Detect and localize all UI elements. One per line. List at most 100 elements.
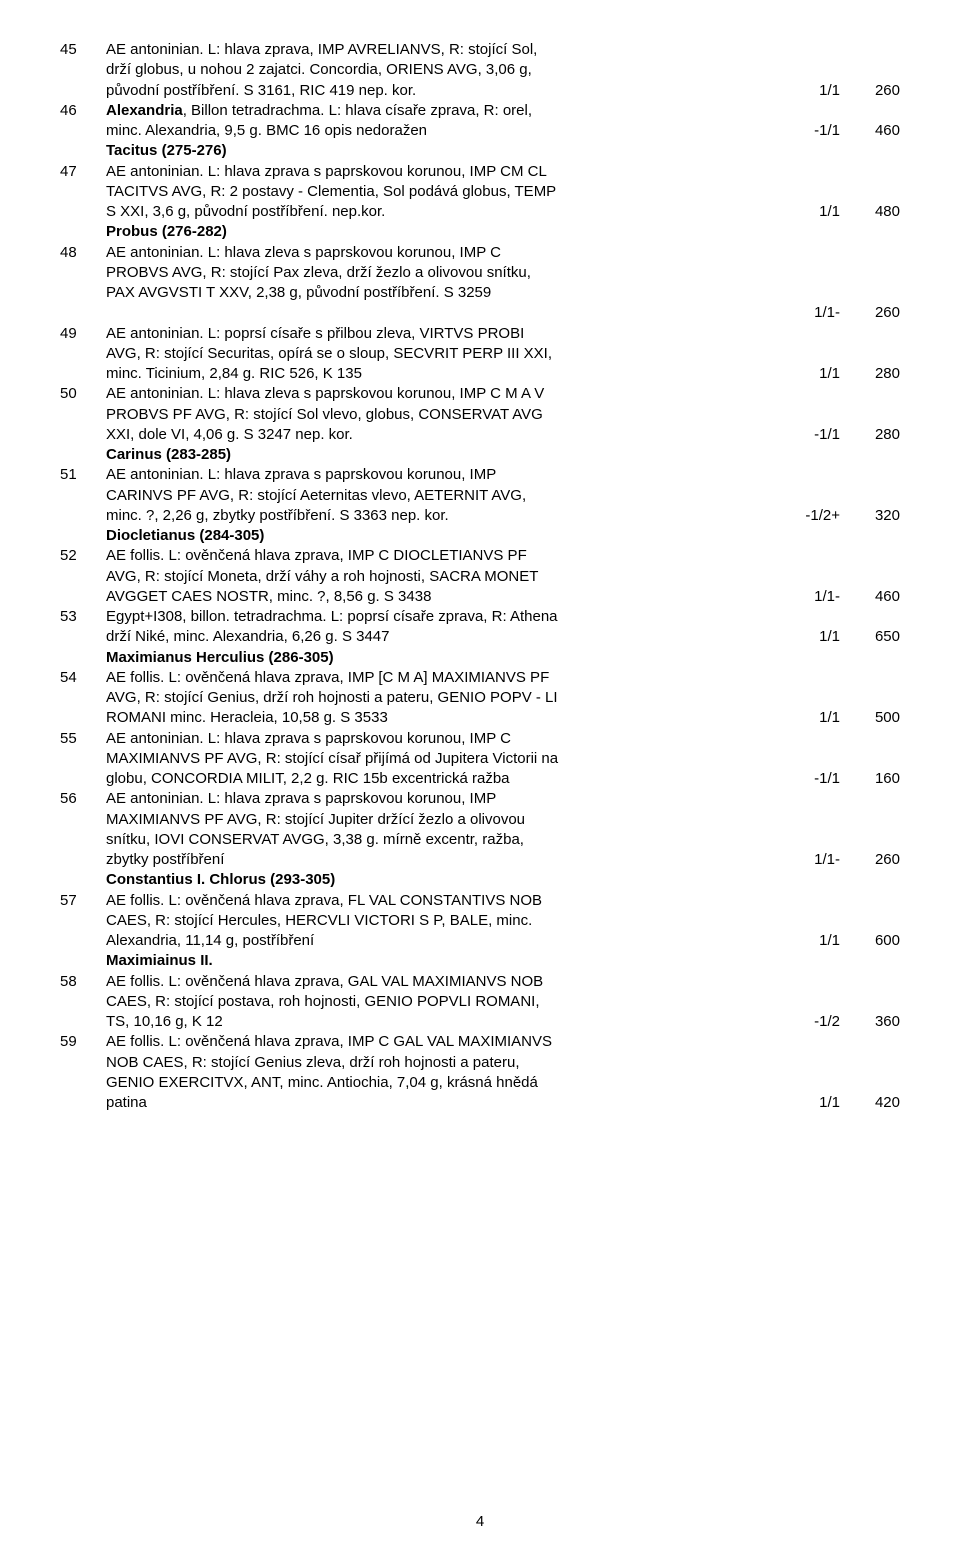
lot-id: 58: [60, 972, 106, 992]
lot-text: minc. Ticinium, 2,84 g. RIC 526, K 135: [106, 364, 780, 384]
price: 160: [840, 769, 900, 789]
price: 460: [840, 121, 900, 141]
catalogue-row: drží globus, u nohou 2 zajatci. Concordi…: [60, 60, 900, 80]
lot-text: Tacitus (275-276): [106, 141, 780, 161]
catalogue-row: 56AE antoninian. L: hlava zprava s paprs…: [60, 789, 900, 809]
lot-id: 56: [60, 789, 106, 809]
lot-text: minc. ?, 2,26 g, zbytky postříbření. S 3…: [106, 506, 780, 526]
price: 280: [840, 364, 900, 384]
catalogue-row: CAES, R: stojící Hercules, HERCVLI VICTO…: [60, 911, 900, 931]
lot-id: 52: [60, 546, 106, 566]
price: 650: [840, 627, 900, 647]
catalogue-row: NOB CAES, R: stojící Genius zleva, drží …: [60, 1053, 900, 1073]
catalogue-row: Constantius I. Chlorus (293-305): [60, 870, 900, 890]
catalogue-row: AVG, R: stojící Genius, drží roh hojnost…: [60, 688, 900, 708]
catalogue-row: 1/1-260: [60, 303, 900, 323]
lot-text: původní postříbření. S 3161, RIC 419 nep…: [106, 81, 780, 101]
lot-text: NOB CAES, R: stojící Genius zleva, drží …: [106, 1053, 780, 1073]
lot-id: 53: [60, 607, 106, 627]
lot-text: AE follis. L: ověnčená hlava zprava, FL …: [106, 891, 780, 911]
lot-text: AE antoninian. L: hlava zprava, IMP AVRE…: [106, 40, 780, 60]
lot-text: AE antoninian. L: hlava zprava s paprsko…: [106, 789, 780, 809]
price: 260: [840, 81, 900, 101]
lot-text: AE follis. L: ověnčená hlava zprava, GAL…: [106, 972, 780, 992]
lot-text: PAX AVGVSTI T XXV, 2,38 g, původní postř…: [106, 283, 780, 303]
lot-text: PROBVS AVG, R: stojící Pax zleva, drží ž…: [106, 263, 780, 283]
catalogue-row: 46Alexandria, Billon tetradrachma. L: hl…: [60, 101, 900, 121]
lot-text: AE antoninian. L: hlava zprava s paprsko…: [106, 729, 780, 749]
catalogue-row: Maximianus Herculius (286-305): [60, 648, 900, 668]
catalogue-row: MAXIMIANVS PF AVG, R: stojící Jupiter dr…: [60, 810, 900, 830]
catalogue-row: PROBVS AVG, R: stojící Pax zleva, drží ž…: [60, 263, 900, 283]
catalogue-row: GENIO EXERCITVX, ANT, minc. Antiochia, 7…: [60, 1073, 900, 1093]
lot-text: Constantius I. Chlorus (293-305): [106, 870, 780, 890]
lot-text: PROBVS PF AVG, R: stojící Sol vlevo, glo…: [106, 405, 780, 425]
catalogue-row: 53Egypt+I308, billon. tetradrachma. L: p…: [60, 607, 900, 627]
price: 420: [840, 1093, 900, 1113]
lot-text: CAES, R: stojící Hercules, HERCVLI VICTO…: [106, 911, 780, 931]
price: 460: [840, 587, 900, 607]
lot-text: AVG, R: stojící Securitas, opírá se o sl…: [106, 344, 780, 364]
grade: 1/1: [780, 81, 840, 101]
lot-text: zbytky postříbření: [106, 850, 780, 870]
lot-text: TACITVS AVG, R: 2 postavy - Clementia, S…: [106, 182, 780, 202]
price: 280: [840, 425, 900, 445]
lot-text: AE follis. L: ověnčená hlava zprava, IMP…: [106, 668, 780, 688]
grade: 1/1: [780, 627, 840, 647]
price: 320: [840, 506, 900, 526]
catalogue-row: TS, 10,16 g, K 12-1/2360: [60, 1012, 900, 1032]
grade: -1/1: [780, 769, 840, 789]
lot-text: Alexandria, 11,14 g, postříbření: [106, 931, 780, 951]
catalogue-row: globu, CONCORDIA MILIT, 2,2 g. RIC 15b e…: [60, 769, 900, 789]
catalogue-row: 50AE antoninian. L: hlava zleva s paprsk…: [60, 384, 900, 404]
grade: 1/1-: [780, 303, 840, 323]
lot-text: Egypt+I308, billon. tetradrachma. L: pop…: [106, 607, 780, 627]
catalogue-row: CAES, R: stojící postava, roh hojnosti, …: [60, 992, 900, 1012]
catalogue-row: minc. Ticinium, 2,84 g. RIC 526, K 1351/…: [60, 364, 900, 384]
catalogue-row: Tacitus (275-276): [60, 141, 900, 161]
catalogue-row: 49AE antoninian. L: poprsí císaře s přil…: [60, 324, 900, 344]
grade: 1/1-: [780, 587, 840, 607]
lot-text: AVGGET CAES NOSTR, minc. ?, 8,56 g. S 34…: [106, 587, 780, 607]
lot-text: drží globus, u nohou 2 zajatci. Concordi…: [106, 60, 780, 80]
lot-text: AE antoninian. L: hlava zleva s paprskov…: [106, 384, 780, 404]
catalogue-row: Diocletianus (284-305): [60, 526, 900, 546]
lot-text: AVG, R: stojící Moneta, drží váhy a roh …: [106, 567, 780, 587]
lot-text: Carinus (283-285): [106, 445, 780, 465]
auction-catalogue-page: 45AE antoninian. L: hlava zprava, IMP AV…: [0, 0, 960, 1550]
price: 260: [840, 303, 900, 323]
catalogue-row: 54AE follis. L: ověnčená hlava zprava, I…: [60, 668, 900, 688]
catalogue-row: Probus (276-282): [60, 222, 900, 242]
catalogue-row: 57AE follis. L: ověnčená hlava zprava, F…: [60, 891, 900, 911]
catalogue-row: S XXI, 3,6 g, původní postříbření. nep.k…: [60, 202, 900, 222]
lot-text: patina: [106, 1093, 780, 1113]
lot-id: 50: [60, 384, 106, 404]
grade: 1/1: [780, 364, 840, 384]
catalogue-row: PROBVS PF AVG, R: stojící Sol vlevo, glo…: [60, 405, 900, 425]
grade: 1/1: [780, 202, 840, 222]
lot-text: snítku, IOVI CONSERVAT AVGG, 3,38 g. mír…: [106, 830, 780, 850]
catalogue-row: 51AE antoninian. L: hlava zprava s paprs…: [60, 465, 900, 485]
catalogue-row: AVGGET CAES NOSTR, minc. ?, 8,56 g. S 34…: [60, 587, 900, 607]
page-number: 4: [0, 1513, 960, 1530]
lot-id: 55: [60, 729, 106, 749]
lot-text: minc. Alexandria, 9,5 g. BMC 16 opis ned…: [106, 121, 780, 141]
lot-text: Alexandria, Billon tetradrachma. L: hlav…: [106, 101, 780, 121]
grade: 1/1: [780, 708, 840, 728]
lot-text: Maximiainus II.: [106, 951, 780, 971]
lot-text: Probus (276-282): [106, 222, 780, 242]
catalogue-row: patina1/1420: [60, 1093, 900, 1113]
lot-text: drží Niké, minc. Alexandria, 6,26 g. S 3…: [106, 627, 780, 647]
grade: -1/2: [780, 1012, 840, 1032]
catalogue-row: 52AE follis. L: ověnčená hlava zprava, I…: [60, 546, 900, 566]
lot-id: 47: [60, 162, 106, 182]
lot-text: AE follis. L: ověnčená hlava zprava, IMP…: [106, 546, 780, 566]
grade: -1/2+: [780, 506, 840, 526]
catalogue-row: XXI, dole VI, 4,06 g. S 3247 nep. kor.-1…: [60, 425, 900, 445]
lot-text: Diocletianus (284-305): [106, 526, 780, 546]
lot-text: globu, CONCORDIA MILIT, 2,2 g. RIC 15b e…: [106, 769, 780, 789]
catalogue-row: AVG, R: stojící Securitas, opírá se o sl…: [60, 344, 900, 364]
catalogue-row: Carinus (283-285): [60, 445, 900, 465]
lot-id: 45: [60, 40, 106, 60]
catalogue-row: MAXIMIANVS PF AVG, R: stojící císař přij…: [60, 749, 900, 769]
